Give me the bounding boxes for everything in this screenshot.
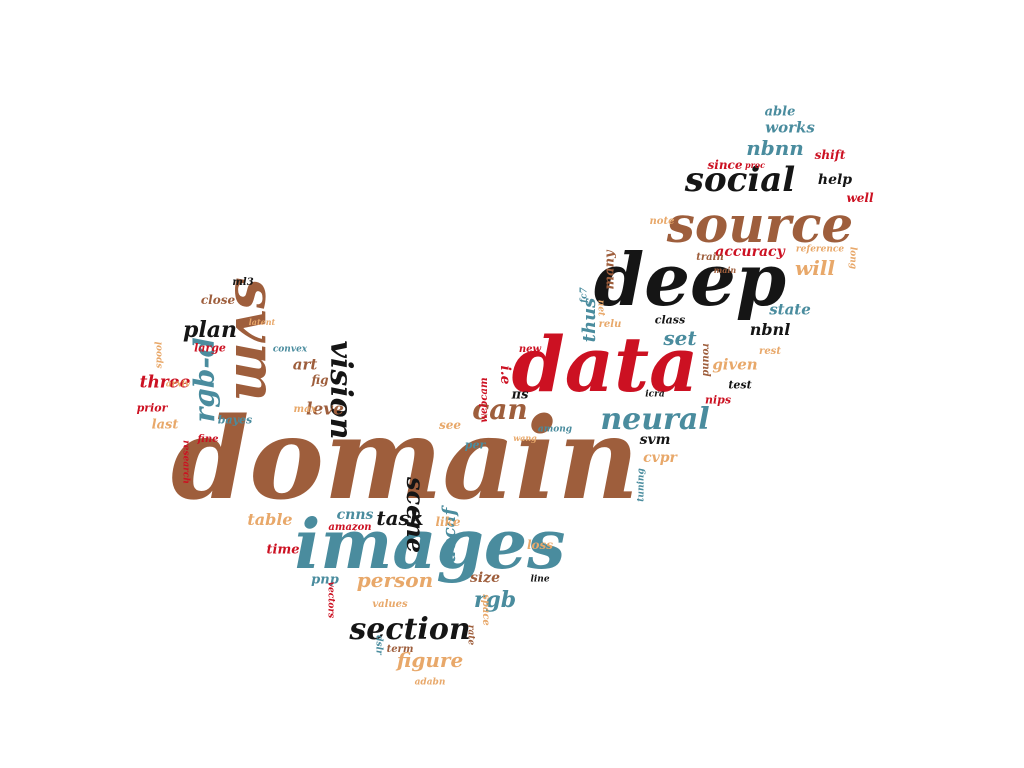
word-fc7: fc7: [579, 287, 590, 303]
word--s: πs: [511, 387, 529, 403]
word-amazon: amazon: [328, 522, 372, 533]
word-adabn: adabn: [414, 677, 446, 688]
word-domain: domain: [170, 394, 640, 525]
word-cvpr: cvpr: [643, 450, 677, 466]
word-reference: reference: [795, 244, 845, 255]
word-accuracy: accuracy: [715, 244, 785, 260]
word-nbnl: nbnl: [749, 320, 791, 339]
word-research: research: [180, 440, 191, 484]
word-table: table: [247, 510, 293, 529]
word-given: given: [712, 355, 758, 374]
word-dslr: dslr: [373, 635, 384, 655]
word-able: able: [764, 104, 796, 120]
word-art: art: [292, 355, 318, 374]
word-deep: deep: [593, 237, 787, 322]
word-webcam: webcam: [479, 377, 490, 423]
word-proc: proc: [744, 160, 766, 170]
word-three: three: [139, 372, 191, 393]
word-source: source: [666, 195, 854, 254]
word-pnp: pnp: [311, 572, 339, 588]
word-large: large: [194, 341, 226, 355]
word-fine: fine: [197, 434, 219, 445]
word-size: size: [469, 570, 501, 586]
word-icra: icra: [645, 389, 665, 400]
word-close: close: [200, 293, 236, 307]
word-section: section: [349, 612, 471, 647]
word-convex: convex: [272, 344, 308, 355]
word-main: main: [713, 265, 737, 275]
word-set: set: [663, 326, 697, 350]
word-tuning: tuning: [636, 468, 647, 502]
word-will: will: [794, 256, 836, 280]
word-rate: rate: [465, 624, 476, 646]
word-rest: rest: [759, 346, 781, 357]
word-cnns: cnns: [336, 507, 374, 523]
word-line: line: [530, 574, 550, 585]
word-prior: prior: [136, 401, 168, 415]
word-net: net: [595, 299, 606, 317]
word-task: task: [376, 506, 424, 530]
word-many: many: [602, 250, 618, 290]
word-state: state: [769, 300, 811, 319]
word-neural: neural: [600, 402, 710, 437]
word-long: long: [847, 246, 858, 270]
word-nbnn: nbnn: [746, 136, 804, 160]
word-class: class: [654, 313, 686, 327]
word-per: per: [464, 438, 486, 452]
word-can: can: [472, 393, 528, 426]
word-well: well: [846, 191, 874, 205]
word-max: max: [293, 404, 317, 415]
word-test: test: [728, 378, 752, 392]
word-since: since: [707, 158, 743, 172]
word-bayes: bayes: [217, 413, 253, 427]
word-term: term: [386, 644, 414, 655]
word-shift: shift: [814, 148, 846, 162]
word-works: works: [765, 118, 815, 137]
word-new: new: [518, 344, 542, 355]
word-figure: figure: [396, 648, 464, 672]
word-data: data: [511, 320, 699, 409]
word-wang: wang: [513, 433, 537, 443]
word-rgb: rgb: [473, 587, 517, 613]
word-fig: fig: [311, 373, 329, 387]
word-loss: loss: [526, 538, 554, 552]
word-note: note: [649, 216, 675, 227]
word-latent: latent: [248, 317, 276, 327]
word-round: round: [700, 343, 711, 377]
word-vectors: vectors: [325, 581, 336, 619]
word-arxiv: arxiv: [165, 379, 191, 390]
word-person: person: [356, 568, 434, 592]
word-train: train: [696, 252, 724, 263]
word-relu: relu: [598, 319, 622, 330]
word-time: time: [266, 542, 300, 558]
word-leve: leve: [306, 399, 344, 420]
word-svm: svm: [639, 432, 671, 448]
word-plan: plan: [183, 317, 237, 343]
word-values: values: [372, 599, 408, 610]
word-see: see: [438, 418, 462, 432]
word-like: like: [435, 515, 461, 529]
word-help: help: [817, 172, 853, 188]
word-i-e: i.e: [497, 365, 513, 385]
word-social: social: [684, 160, 796, 200]
word-spool: spool: [154, 341, 165, 369]
word-ml3: ml3: [232, 277, 254, 288]
word-last: last: [151, 417, 179, 433]
word-nips: nips: [704, 393, 732, 407]
word-images: images: [294, 505, 566, 585]
word-vision: vision: [323, 340, 358, 440]
word-among: among: [537, 424, 573, 435]
word-space: space: [480, 594, 491, 626]
